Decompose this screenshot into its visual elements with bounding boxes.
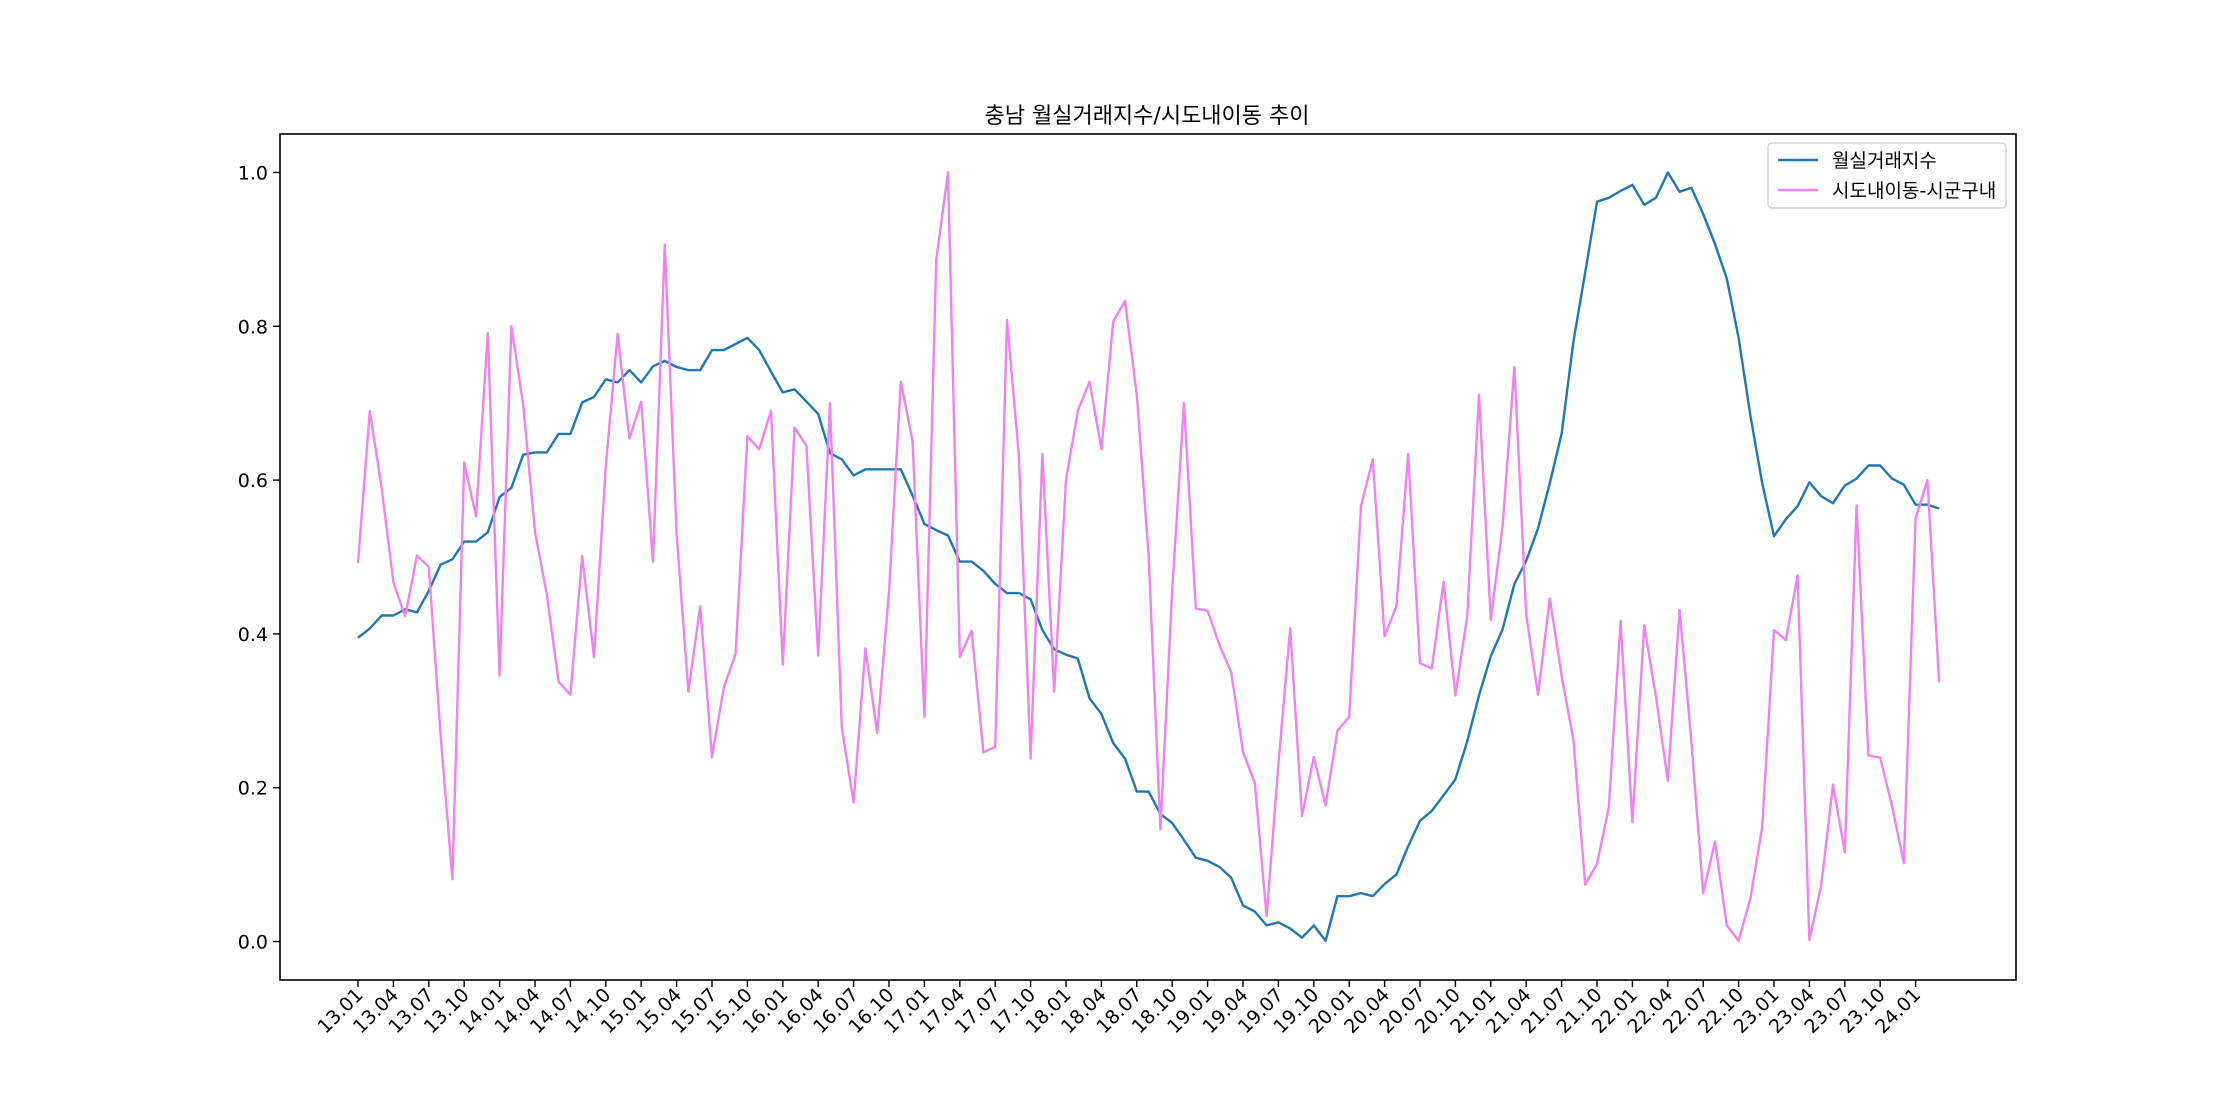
chart-title: 충남 월실거래지수/시도내이동 추이 [985, 104, 1310, 129]
y-tick-label: 0.6 [238, 470, 268, 492]
legend-label-intra-migration: 시도내이동-시군구내 [1832, 180, 1996, 202]
legend: 월실거래지수 시도내이동-시군구내 [1767, 142, 2007, 209]
plot-area [356, 171, 1941, 942]
legend-label-monthly-index: 월실거래지수 [1832, 150, 1937, 172]
y-tick-label: 0.0 [238, 932, 268, 954]
series-line-intra-migration [356, 171, 1941, 942]
axes-frame [279, 133, 2017, 981]
y-axis: 0.0 0.2 0.4 0.6 0.8 1.0 [238, 162, 280, 954]
y-tick-label: 0.8 [238, 316, 268, 338]
legend-box [1767, 142, 2007, 209]
y-tick-label: 0.2 [238, 778, 268, 800]
y-tick-label: 0.4 [238, 624, 268, 646]
y-tick-label: 1.0 [238, 162, 268, 184]
